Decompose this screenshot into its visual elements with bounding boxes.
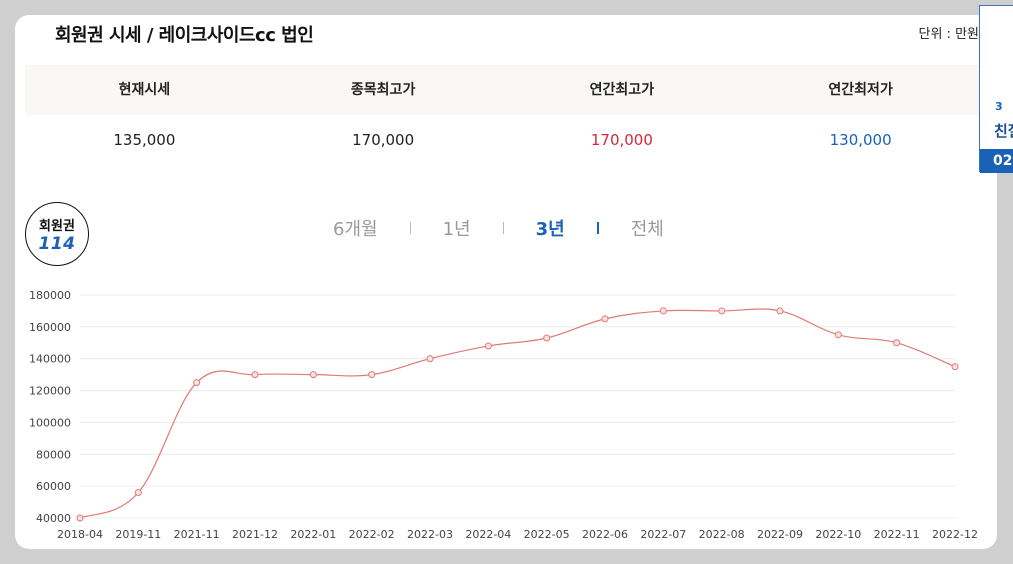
stats-header-current: 현재시세 (118, 82, 171, 98)
unit-label: 단위 : 만원 (918, 27, 980, 42)
y-tick-label: 60000 (36, 480, 71, 493)
x-tick-label: 2022-04 (465, 528, 511, 541)
tab-6-months[interactable]: 6개월 (333, 219, 378, 240)
tab-divider (409, 222, 411, 234)
tab-3-years[interactable]: 3년 (535, 219, 565, 240)
side-banner-text: 3 (995, 100, 1003, 113)
data-point[interactable] (193, 379, 201, 387)
data-point[interactable] (484, 342, 492, 350)
data-point[interactable] (776, 307, 784, 315)
side-banner[interactable]: 3 친절 02 (979, 5, 1013, 173)
series-line (79, 308, 956, 519)
stats-header-annual-low: 연간최저가 (828, 82, 893, 98)
data-point[interactable] (543, 334, 551, 342)
x-tick-label: 2022-02 (349, 528, 395, 541)
price-card: 회원권 시세 / 레이크사이드cc 법인 단위 : 만원 현재시세 종목최고가 … (15, 15, 997, 549)
logo-number: 114 (38, 234, 76, 254)
price-line-chart: 40000 60000 80000 100000 120000 140000 160000 1… (29, 289, 978, 541)
x-tick-label: 2022-12 (932, 528, 978, 541)
stats-value-annual-low: 130,000 (829, 131, 892, 149)
data-point[interactable] (893, 339, 901, 347)
data-point[interactable] (76, 514, 84, 522)
data-point[interactable] (309, 371, 317, 379)
data-point[interactable] (251, 371, 259, 379)
stats-value-annual-high: 170,000 (590, 131, 653, 149)
tab-all[interactable]: 전체 (630, 219, 664, 240)
tab-1-year[interactable]: 1년 (442, 219, 471, 240)
period-tabs: 6개월 1년 3년 전체 (333, 215, 664, 241)
y-tick-label: 40000 (36, 512, 71, 525)
stats-value-row: 135,000 170,000 170,000 130,000 (25, 115, 980, 165)
x-tick-label: 2022-10 (815, 528, 861, 541)
stats-value-current: 135,000 (113, 131, 176, 149)
side-banner-phone: 02 (980, 149, 1013, 173)
x-tick-label: 2022-03 (407, 528, 453, 541)
data-point[interactable] (134, 489, 142, 497)
x-tick-label: 2022-06 (582, 528, 628, 541)
x-tick-label: 2022-08 (699, 528, 745, 541)
stats-header-row: 현재시세 종목최고가 연간최고가 연간최저가 (25, 65, 980, 115)
x-tick-label: 2022-07 (640, 528, 686, 541)
y-tick-label: 100000 (29, 416, 71, 429)
y-tick-label: 140000 (29, 353, 71, 366)
page-title: 회원권 시세 / 레이크사이드cc 법인 (55, 25, 314, 46)
data-point[interactable] (426, 355, 434, 363)
stats-header-all-time-high: 종목최고가 (350, 82, 416, 98)
data-point[interactable] (659, 307, 667, 315)
stats-header-annual-high: 연간최고가 (589, 82, 655, 98)
stats-value-all-time-high: 170,000 (352, 131, 415, 149)
x-tick-label: 2021-12 (232, 528, 278, 541)
side-banner-title: 친절 (994, 122, 1013, 140)
data-point[interactable] (601, 315, 609, 323)
logo-text: 회원권 (39, 219, 75, 234)
x-tick-label: 2022-05 (524, 528, 570, 541)
data-point[interactable] (951, 363, 959, 371)
tab-divider (502, 222, 504, 234)
y-tick-label: 120000 (29, 385, 71, 398)
x-tick-label: 2019-11 (115, 528, 161, 541)
data-point[interactable] (718, 307, 726, 315)
x-tick-label: 2018-04 (57, 528, 103, 541)
x-tick-label: 2022-01 (290, 528, 336, 541)
y-tick-label: 180000 (29, 289, 71, 302)
y-tick-label: 80000 (36, 448, 71, 461)
tab-divider (596, 222, 599, 234)
x-tick-label: 2021-11 (174, 528, 220, 541)
x-tick-label: 2022-11 (874, 528, 920, 541)
data-point[interactable] (834, 331, 842, 339)
x-tick-label: 2022-09 (757, 528, 803, 541)
data-point[interactable] (368, 371, 376, 379)
brand-logo: 회원권 114 (25, 202, 89, 266)
y-tick-label: 160000 (29, 321, 71, 334)
